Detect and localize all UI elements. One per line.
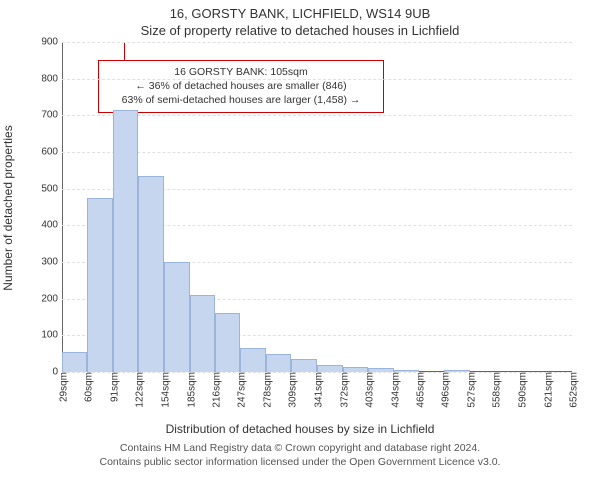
x-tick-label: 341sqm [310, 372, 325, 408]
x-tick-label: 247sqm [233, 372, 248, 408]
histogram-bar [190, 295, 215, 372]
y-gridline [62, 115, 572, 116]
x-tick-label: 403sqm [361, 372, 376, 408]
x-tick-label: 309sqm [284, 372, 299, 408]
x-tick-label: 590sqm [514, 372, 529, 408]
histogram-bar [291, 359, 317, 372]
histogram-bar [87, 198, 112, 372]
x-tick-label: 558sqm [488, 372, 503, 408]
x-tick-label: 621sqm [539, 372, 554, 408]
y-tick-label: 600 [41, 147, 62, 158]
histogram-bar [266, 354, 291, 372]
x-axis-title: Distribution of detached houses by size … [0, 422, 600, 436]
histogram-bar [240, 348, 265, 372]
x-tick-label: 434sqm [386, 372, 401, 408]
histogram-bar [62, 352, 87, 372]
annotation-line-3: 63% of semi-detached houses are larger (… [107, 93, 375, 107]
y-tick-label: 900 [41, 37, 62, 48]
y-tick-label: 300 [41, 257, 62, 268]
y-tick-label: 700 [41, 110, 62, 121]
annotation-box: 16 GORSTY BANK: 105sqm ← 36% of detached… [98, 60, 384, 113]
x-tick-label: 278sqm [258, 372, 273, 408]
x-tick-label: 527sqm [462, 372, 477, 408]
y-tick-label: 200 [41, 293, 62, 304]
annotation-line-1: 16 GORSTY BANK: 105sqm [107, 65, 375, 79]
histogram-bar [138, 176, 164, 372]
footer-line-2: Contains public sector information licen… [0, 456, 600, 470]
footer: Contains HM Land Registry data © Crown c… [0, 438, 600, 469]
annotation-line-2: ← 36% of detached houses are smaller (84… [107, 79, 375, 93]
page-title-line2: Size of property relative to detached ho… [0, 21, 600, 38]
histogram-bar [113, 110, 138, 372]
x-tick-label: 60sqm [80, 372, 95, 402]
plot-area: 16 GORSTY BANK: 105sqm ← 36% of detached… [62, 42, 572, 372]
y-axis-line [62, 42, 63, 372]
x-tick-label: 216sqm [208, 372, 223, 408]
x-tick-label: 372sqm [335, 372, 350, 408]
y-gridline [62, 79, 572, 80]
x-tick-label: 154sqm [157, 372, 172, 408]
y-axis-title: Number of detached properties [1, 125, 15, 290]
x-tick-label: 496sqm [437, 372, 452, 408]
chart-container: Number of detached properties 16 GORSTY … [0, 38, 600, 438]
x-tick-label: 29sqm [55, 372, 70, 402]
x-tick-label: 122sqm [131, 372, 146, 408]
page-title-line1: 16, GORSTY BANK, LICHFIELD, WS14 9UB [0, 0, 600, 21]
y-tick-label: 400 [41, 220, 62, 231]
x-tick-label: 465sqm [411, 372, 426, 408]
histogram-bar [164, 262, 189, 372]
x-tick-label: 185sqm [182, 372, 197, 408]
y-gridline [62, 152, 572, 153]
y-tick-label: 100 [41, 330, 62, 341]
y-tick-label: 800 [41, 73, 62, 84]
histogram-bar [317, 365, 342, 372]
histogram-bar [215, 313, 240, 372]
y-tick-label: 500 [41, 183, 62, 194]
x-tick-label: 91sqm [105, 372, 120, 402]
footer-line-1: Contains HM Land Registry data © Crown c… [0, 442, 600, 456]
x-tick-label: 652sqm [565, 372, 580, 408]
y-gridline [62, 42, 572, 43]
